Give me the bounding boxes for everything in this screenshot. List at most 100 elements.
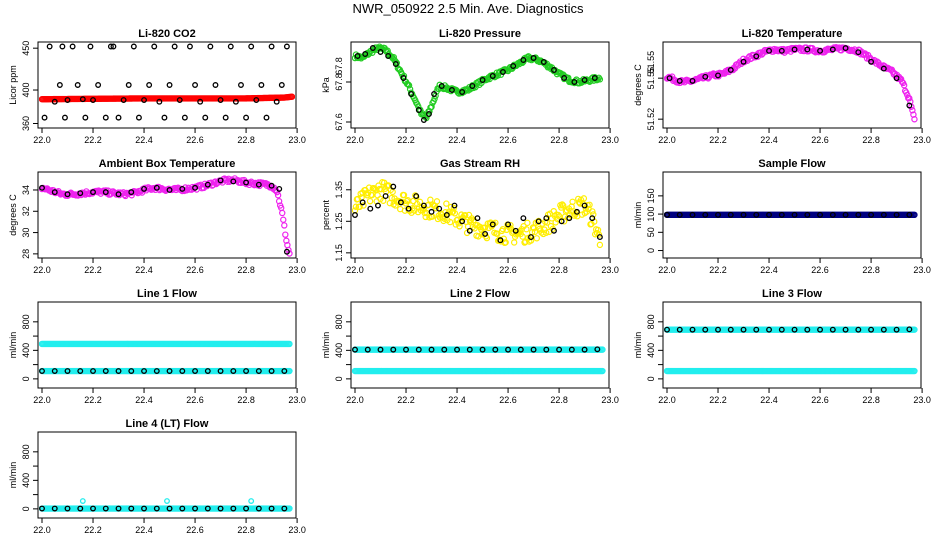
y-tick-label: 800: [21, 444, 31, 459]
data-point: [95, 82, 102, 88]
data-point: [451, 202, 458, 209]
data-point: [46, 43, 53, 50]
series-samples: [354, 45, 598, 123]
data-point: [74, 82, 81, 88]
chart-sampleflow: Sample Flow ml/min 22.0 22.2 22.4 22.6 22.8 23.…: [633, 158, 931, 275]
data-point: [130, 43, 137, 50]
y-tick-label: 100: [646, 207, 656, 222]
data-point: [531, 228, 539, 236]
data-point: [676, 77, 683, 84]
series-continuous: [664, 211, 918, 219]
data-point: [527, 237, 535, 244]
data-point: [589, 208, 596, 215]
data-point: [443, 212, 450, 218]
data-point: [69, 43, 76, 50]
data-point: [528, 234, 534, 241]
data-point: [281, 222, 288, 229]
data-point: [282, 231, 289, 238]
data-point: [906, 95, 913, 102]
data-point: [510, 239, 518, 246]
data-point: [421, 209, 428, 217]
y-tick-label: 51.52: [646, 108, 656, 131]
data-point: [369, 45, 376, 51]
data-point: [411, 207, 418, 214]
data-point: [466, 346, 473, 353]
data-point: [791, 46, 798, 53]
data-point: [582, 205, 589, 212]
data-point: [489, 73, 496, 79]
data-point: [390, 183, 397, 190]
data-point: [436, 205, 443, 212]
data-point: [842, 45, 849, 52]
data-point: [90, 97, 96, 104]
data-point: [90, 368, 96, 374]
data-point: [520, 215, 527, 222]
series-samples: [39, 177, 290, 255]
x-tick-label: 22.4: [760, 135, 778, 145]
chart-ambient: Ambient Box Temperature degrees C 22.0 22.2…: [8, 158, 306, 275]
data-point: [87, 43, 94, 50]
y-tick-label: 28: [21, 249, 31, 259]
plot-frame: [350, 171, 610, 259]
data-point: [187, 43, 193, 50]
data-point: [51, 368, 58, 374]
chart-line2: Line 2 Flow ml/min 22.0 22.2 22.4 22.6 22.8 23.…: [321, 288, 619, 405]
data-point: [238, 82, 244, 88]
data-point: [568, 346, 575, 353]
chart-title: Line 4 (LT) Flow: [126, 418, 209, 430]
y-tick-label: 400: [21, 83, 31, 98]
data-point: [420, 202, 427, 209]
x-tick-label: 22.6: [186, 135, 204, 145]
data-point: [268, 368, 275, 374]
plot-frame: [350, 301, 610, 389]
data-point: [676, 326, 683, 333]
data-point: [505, 221, 512, 228]
data-point: [192, 184, 199, 191]
data-point: [571, 79, 578, 85]
data-point: [204, 505, 211, 512]
data-point: [153, 184, 160, 191]
data-point: [791, 211, 798, 218]
y-tick-label: 800: [334, 314, 344, 329]
x-tick-label: 23.0: [913, 395, 931, 405]
data-point: [364, 346, 371, 353]
x-tick-label: 22.6: [811, 265, 829, 275]
data-point: [181, 114, 188, 121]
data-point: [115, 191, 122, 198]
data-point: [580, 195, 588, 202]
plot-area: [664, 211, 918, 219]
series-cyan: [39, 505, 293, 512]
plot-area: [352, 179, 604, 249]
data-point: [494, 230, 501, 237]
y-tick-label: 0: [334, 376, 344, 381]
data-point: [530, 346, 537, 353]
data-point: [559, 201, 566, 208]
data-point: [356, 203, 363, 211]
y-axis-label: percent: [321, 199, 331, 230]
x-tick-label: 22.2: [709, 135, 727, 145]
y-tick-label: 800: [21, 314, 31, 329]
data-point: [107, 43, 114, 50]
plot-area: [352, 346, 606, 375]
x-tick-label: 22.6: [811, 395, 829, 405]
data-point: [102, 505, 109, 512]
x-tick-label: 22.8: [237, 135, 255, 145]
data-point: [141, 185, 147, 192]
x-tick-label: 23.0: [913, 135, 931, 145]
data-point: [512, 227, 519, 234]
data-point: [164, 498, 170, 504]
data-point: [817, 326, 824, 333]
data-point: [510, 63, 517, 69]
data-point: [360, 202, 367, 209]
data-point: [141, 368, 147, 374]
data-point: [192, 505, 199, 512]
series-cyan-spikes: [79, 498, 255, 504]
data-point: [243, 114, 250, 121]
data-point: [390, 346, 397, 353]
data-point: [153, 368, 160, 374]
data-point: [286, 340, 293, 348]
data-point: [217, 97, 224, 104]
x-tick-label: 22.8: [550, 265, 568, 275]
data-point: [543, 229, 550, 236]
data-point: [243, 505, 250, 512]
